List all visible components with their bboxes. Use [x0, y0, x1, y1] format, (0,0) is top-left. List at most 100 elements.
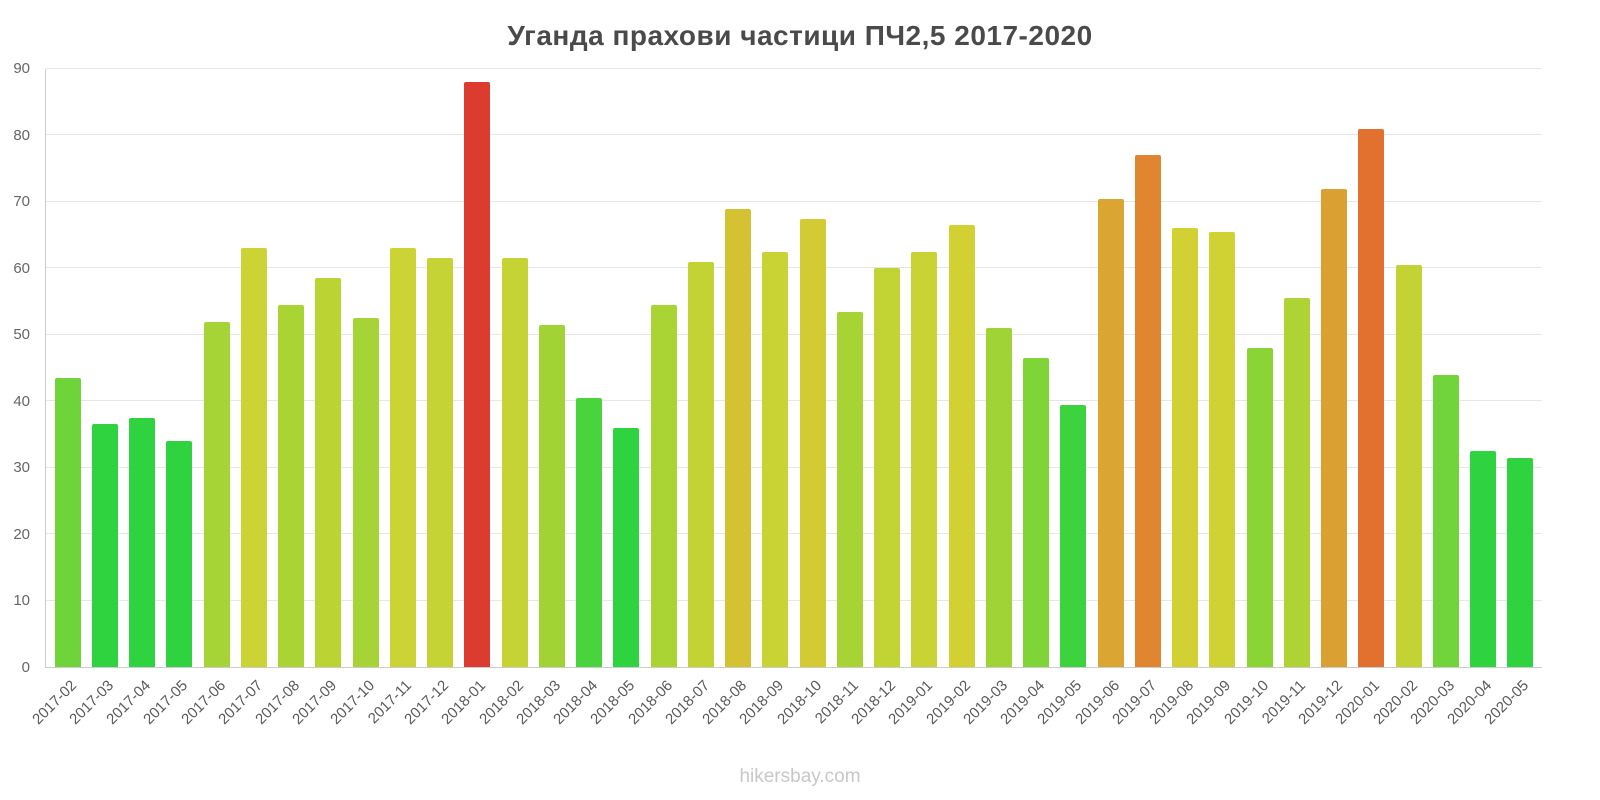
bar-2020-05 — [1507, 457, 1534, 667]
bar-slot: 2019-12 — [1295, 69, 1353, 728]
bar-2018-04 — [576, 397, 603, 667]
bar-2018-05 — [613, 427, 640, 667]
bar-slot: 2020-02 — [1370, 69, 1427, 728]
footer-watermark: hikersbay.com — [739, 766, 861, 787]
bar-2019-03 — [985, 328, 1012, 667]
bar-slot: 2020-03 — [1407, 69, 1464, 728]
bar-slot: 2017-07 — [215, 69, 272, 728]
gridline — [46, 599, 1542, 601]
bar-2020-03 — [1432, 374, 1459, 667]
bar-slot: 2017-05 — [140, 69, 198, 728]
bar-2019-09 — [1209, 231, 1236, 667]
bar-slot: 2019-11 — [1259, 69, 1315, 727]
bar-slot: 2019-08 — [1146, 69, 1204, 728]
bar-2018-11 — [836, 311, 863, 667]
bar-2019-12 — [1321, 188, 1348, 667]
bar-2018-02 — [501, 258, 528, 667]
gridline — [46, 68, 1542, 69]
bar-2017-05 — [166, 441, 193, 667]
bar-slot: 2017-06 — [178, 69, 235, 728]
bar-2018-01 — [464, 82, 491, 667]
bar-slot: 2017-02 — [29, 69, 86, 728]
y-tick-label: 0 — [21, 659, 30, 676]
bar-slot: 2019-10 — [1221, 69, 1278, 728]
bar-2017-09 — [315, 278, 342, 667]
y-tick-label: 40 — [13, 392, 30, 410]
bar-slot: 2017-08 — [252, 69, 310, 728]
bar-slot: 2019-09 — [1183, 69, 1241, 728]
bar-slot: 2017-10 — [327, 69, 384, 728]
bar-2017-10 — [352, 318, 379, 667]
bar-2020-01 — [1358, 128, 1385, 667]
bar-slot: 2019-02 — [923, 69, 980, 728]
bar-slot: 2019-07 — [1109, 69, 1166, 728]
bar-slot: 2019-05 — [1034, 69, 1092, 728]
gridline — [46, 533, 1542, 535]
bar-2020-02 — [1395, 265, 1422, 667]
bar-slot: 2018-02 — [476, 69, 533, 728]
bar-slot: 2019-03 — [960, 69, 1017, 728]
bar-2019-04 — [1023, 358, 1050, 667]
bar-2019-10 — [1246, 348, 1273, 667]
gridline — [46, 333, 1542, 335]
bar-slot: 2018-12 — [848, 69, 906, 728]
gridline — [46, 267, 1542, 269]
y-tick-label: 90 — [13, 60, 30, 77]
bar-2018-03 — [538, 324, 565, 667]
bar-2017-12 — [427, 258, 454, 667]
bar-2019-02 — [948, 225, 975, 667]
bar-2018-09 — [762, 251, 789, 667]
bar-slot: 2018-08 — [699, 69, 757, 728]
bars: 2017-02 2017-03 2017-04 2017-05 2017-06 2017-… — [29, 69, 1542, 728]
y-tick-label: 20 — [13, 525, 30, 543]
y-tick-label: 70 — [13, 193, 30, 211]
bar-2017-07 — [240, 248, 267, 667]
gridline — [46, 466, 1542, 468]
bar-slot: 2019-04 — [997, 69, 1055, 728]
bar-slot: 2018-06 — [625, 69, 682, 728]
bar-slot: 2020-04 — [1444, 69, 1502, 728]
bar-2018-07 — [687, 261, 714, 667]
bar-slot: 2018-11 — [812, 69, 868, 727]
bar-2019-07 — [1134, 155, 1161, 667]
bar-2018-12 — [874, 268, 901, 667]
chart-title: Уганда прахови частици ПЧ2,5 2017-2020 — [507, 20, 1093, 51]
bar-slot: 2017-03 — [66, 69, 123, 728]
bar-slot: 2018-01 — [438, 69, 496, 728]
bar-2017-03 — [91, 424, 118, 667]
bar-slot: 2018-05 — [587, 69, 645, 728]
bar-slot: 2018-03 — [513, 69, 570, 728]
bar-2019-06 — [1097, 198, 1124, 667]
bar-slot: 2020-05 — [1481, 69, 1539, 728]
bar-2019-11 — [1283, 298, 1310, 667]
bar-slot: 2018-04 — [550, 69, 608, 728]
bar-2017-08 — [278, 304, 305, 667]
bar-2019-08 — [1172, 228, 1199, 667]
y-tick-label: 60 — [13, 259, 30, 277]
bar-slot: 2017-09 — [289, 69, 347, 728]
bar-slot: 2019-06 — [1072, 69, 1129, 728]
bar-slot: 2017-04 — [103, 69, 161, 728]
bar-slot: 2019-01 — [885, 69, 943, 728]
bar-2017-04 — [129, 417, 156, 667]
bar-2017-11 — [389, 248, 416, 667]
y-tick-label: 50 — [13, 326, 30, 344]
bar-slot: 2017-11 — [365, 69, 421, 727]
bar-2020-04 — [1470, 451, 1497, 667]
bar-2018-10 — [799, 218, 826, 667]
gridline — [46, 200, 1542, 202]
plot-area: 2017-02 2017-03 2017-04 2017-05 2017-06 2017-… — [29, 68, 1542, 728]
bar-2018-08 — [725, 208, 752, 667]
y-axis: 0 10 20 30 40 50 60 70 80 90 — [0, 60, 40, 676]
gridline — [46, 134, 1542, 136]
bar-2017-06 — [203, 321, 230, 667]
bar-2017-02 — [54, 377, 81, 667]
bar-slot: 2017-12 — [401, 69, 459, 728]
bar-2019-01 — [911, 251, 938, 667]
bar-2019-05 — [1060, 404, 1087, 667]
y-tick-label: 80 — [13, 126, 30, 144]
bar-slot: 2018-10 — [774, 69, 831, 728]
y-tick-label: 10 — [13, 592, 30, 610]
y-tick-label: 30 — [13, 459, 30, 477]
bar-slot: 2018-07 — [662, 69, 719, 728]
